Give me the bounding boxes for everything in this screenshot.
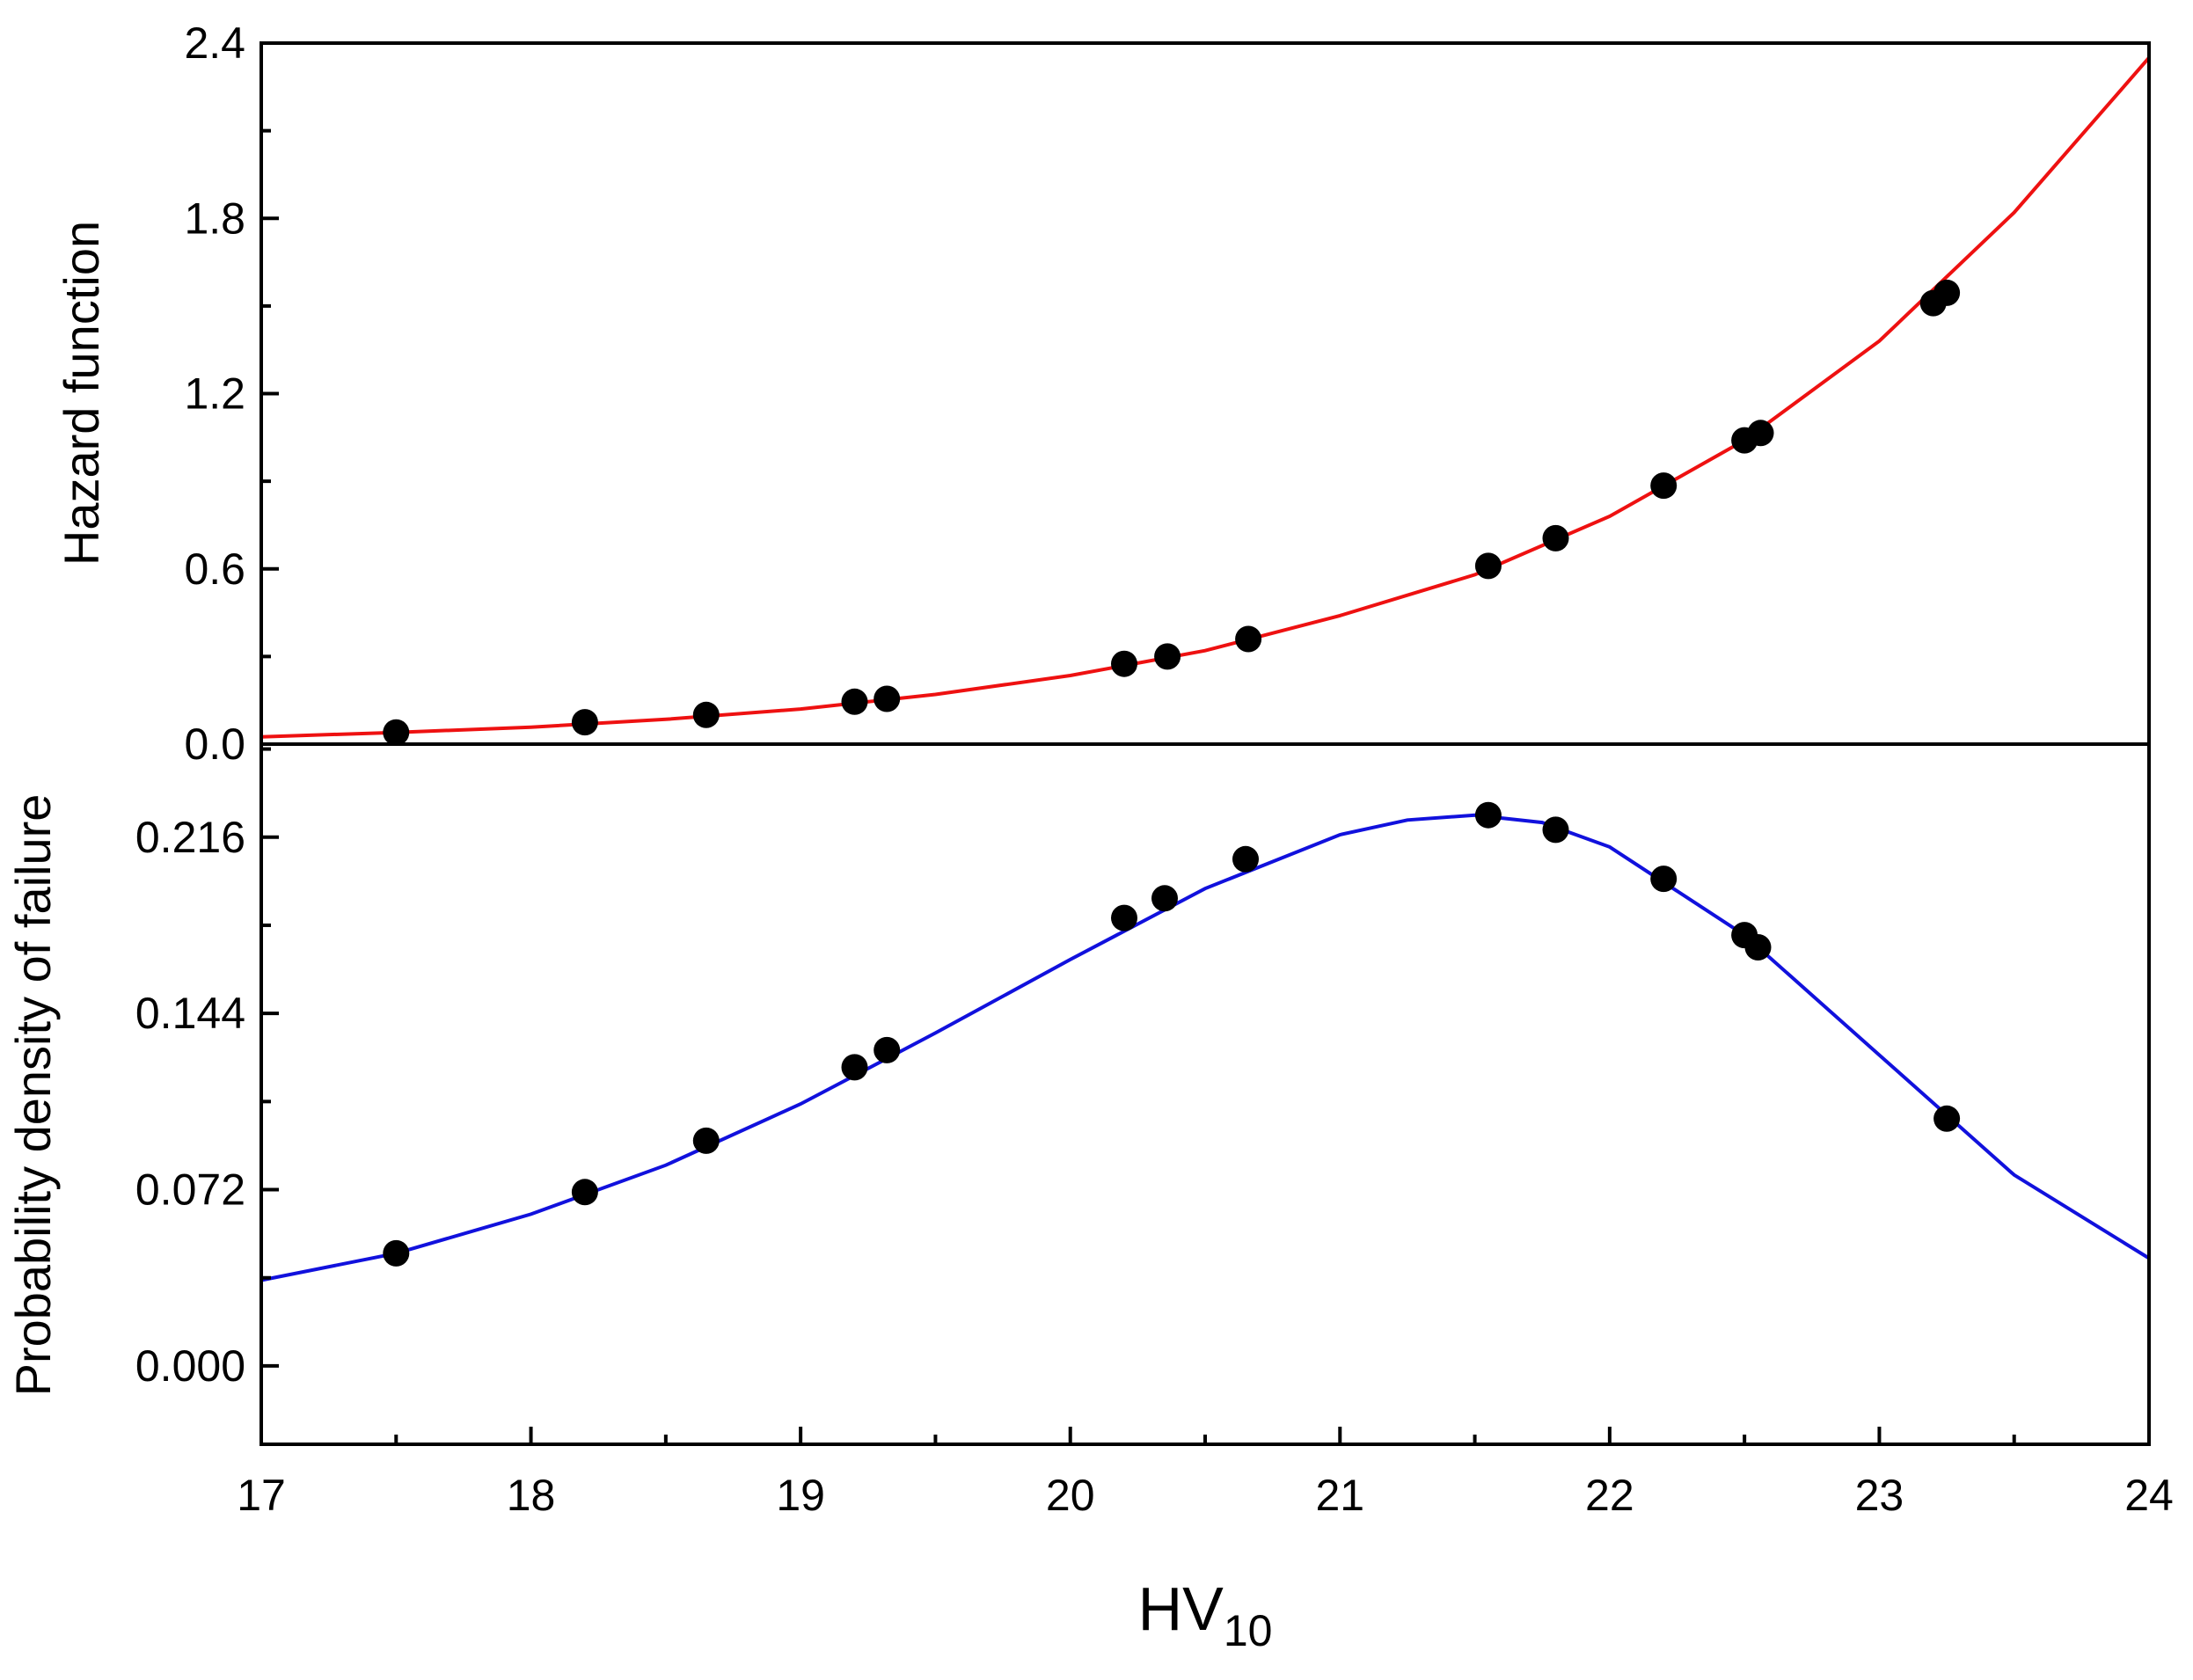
bottom-y-tick-label: 0.144 bbox=[135, 989, 245, 1038]
top-data-point bbox=[1542, 524, 1569, 551]
top-data-point bbox=[1111, 650, 1137, 677]
x-tick-label: 21 bbox=[1315, 1471, 1364, 1520]
top-plot-frame bbox=[260, 41, 2151, 746]
x-tick-label: 17 bbox=[237, 1471, 286, 1520]
top-data-point bbox=[571, 709, 598, 736]
x-tick-label: 19 bbox=[776, 1471, 825, 1520]
bottom-data-point bbox=[692, 1127, 720, 1154]
bottom-data-point bbox=[1744, 934, 1772, 961]
top-y-ticks: 0.0 0.6 1.2 1.8 2.4 bbox=[184, 18, 279, 769]
top-data-point bbox=[692, 701, 720, 728]
bottom-data-point bbox=[1111, 904, 1137, 931]
bottom-data-point bbox=[1650, 866, 1678, 893]
bottom-ticks: 0.000 0.072 0.144 0.216 17 18 19 20 21 22 23 24 bbox=[135, 747, 2174, 1520]
bottom-y-tick-label: 0.072 bbox=[135, 1165, 245, 1215]
top-data-point bbox=[1474, 552, 1502, 580]
top-data-point bbox=[1747, 420, 1774, 447]
bottom-data-point bbox=[1933, 1105, 1961, 1132]
x-axis-title-main: HV bbox=[1138, 1574, 1224, 1643]
x-axis-title-subscript: 10 bbox=[1224, 1606, 1273, 1655]
bottom-data-point bbox=[1151, 885, 1178, 912]
top-y-tick-label: 2.4 bbox=[184, 18, 245, 68]
x-tick-label: 24 bbox=[2124, 1471, 2174, 1520]
bottom-data-point bbox=[1232, 845, 1259, 873]
top-y-tick-label: 0.0 bbox=[184, 719, 245, 769]
top-y-axis-title: Hazard function bbox=[54, 221, 109, 566]
bottom-fit-line bbox=[260, 813, 2151, 1282]
top-fit-curve-layer bbox=[260, 56, 2151, 739]
bottom-data-point bbox=[383, 1239, 410, 1267]
bottom-data-point bbox=[841, 1054, 868, 1081]
bottom-data-point bbox=[874, 1036, 901, 1063]
x-tick-label: 23 bbox=[1855, 1471, 1904, 1520]
bottom-data-point bbox=[571, 1179, 598, 1206]
x-tick-label: 22 bbox=[1585, 1471, 1634, 1520]
top-y-tick-label: 1.8 bbox=[184, 194, 245, 243]
x-tick-label: 18 bbox=[507, 1471, 556, 1520]
top-data-point bbox=[1154, 643, 1181, 670]
top-data-point bbox=[1650, 472, 1678, 500]
top-data-point bbox=[874, 685, 901, 712]
top-data-point bbox=[841, 688, 868, 715]
bottom-y-axis-title: Probability density of failure bbox=[5, 794, 61, 1397]
top-data-points-layer bbox=[383, 279, 1961, 746]
bottom-data-point bbox=[1474, 801, 1502, 829]
top-data-point bbox=[1235, 625, 1262, 653]
bottom-fit-curve-layer bbox=[260, 813, 2151, 1282]
bottom-y-tick-label: 0.000 bbox=[135, 1341, 245, 1391]
x-axis-title: HV10 bbox=[1138, 1574, 1273, 1655]
top-y-tick-label: 1.2 bbox=[184, 369, 245, 419]
bottom-y-tick-label: 0.216 bbox=[135, 813, 245, 862]
top-fit-line bbox=[260, 56, 2151, 739]
x-tick-label: 20 bbox=[1046, 1471, 1095, 1520]
bottom-data-point bbox=[1542, 816, 1569, 844]
top-data-point bbox=[1933, 279, 1961, 306]
bottom-plot-frame bbox=[260, 742, 2151, 1446]
bottom-data-points-layer bbox=[383, 801, 1961, 1267]
top-data-point bbox=[383, 719, 410, 746]
top-y-tick-label: 0.6 bbox=[184, 544, 245, 594]
